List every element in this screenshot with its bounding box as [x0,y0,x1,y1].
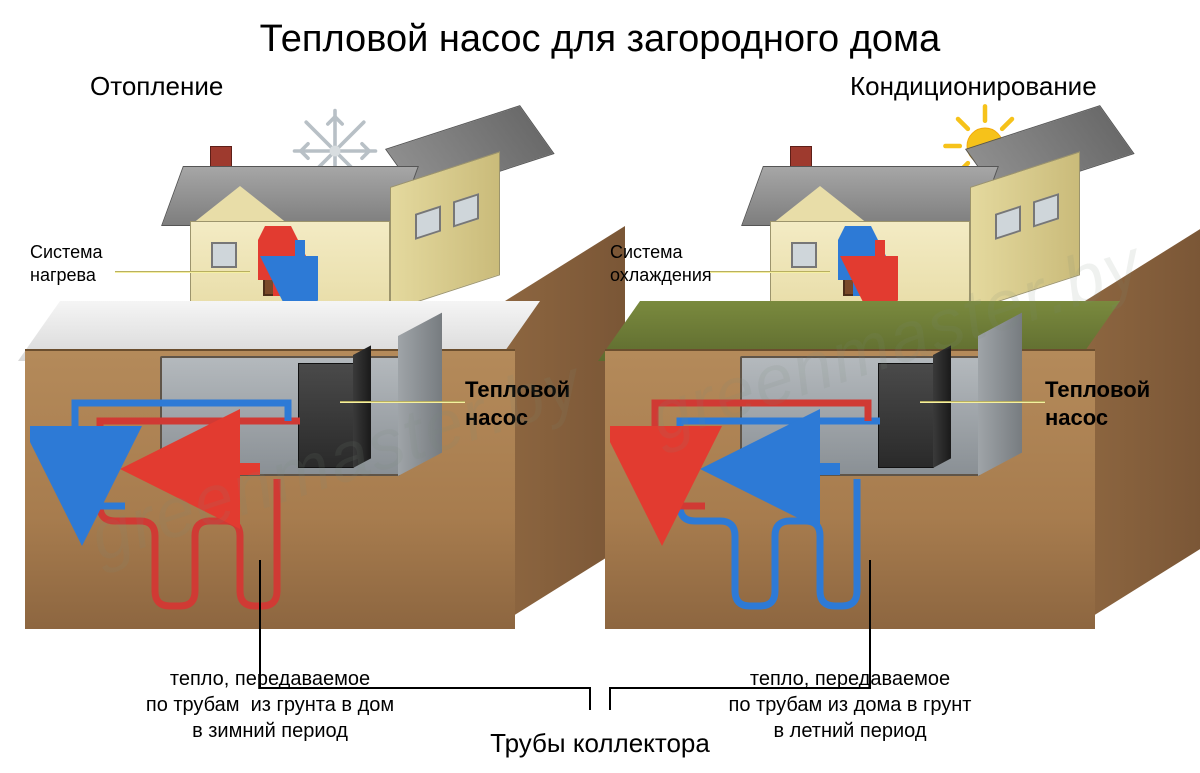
gable [192,186,288,224]
panel-cooling-title: Кондиционирование [850,71,1097,102]
callout-line [340,401,465,403]
panel-heating-title: Отопление [90,71,223,102]
window [415,205,441,239]
window [1033,193,1059,227]
label-pump-cooling: Тепловойнасос [1045,376,1185,431]
bottom-label: Трубы коллектора [0,728,1200,759]
scene-heating: Системанагрева Тепловойнасос [40,111,560,631]
callout-line [115,271,250,273]
window [453,193,479,227]
label-system-cooling: Системаохлаждения [610,241,730,286]
scene-cooling: Системаохлаждения Тепловойнасос [620,111,1140,631]
window [995,205,1021,239]
panel-cooling: Кондиционирование [620,71,1160,631]
label-system-heating: Системанагрева [30,241,140,286]
panel-heating: Отопление [40,71,580,631]
gable [772,186,868,224]
callout-line [920,401,1045,403]
panels-row: Отопление [0,61,1200,631]
window [791,242,817,268]
main-title: Тепловой насос для загородного дома [0,0,1200,61]
window [211,242,237,268]
callout-line [710,271,830,273]
label-pump-heating: Тепловойнасос [465,376,605,431]
bottom-connector [170,560,1030,740]
